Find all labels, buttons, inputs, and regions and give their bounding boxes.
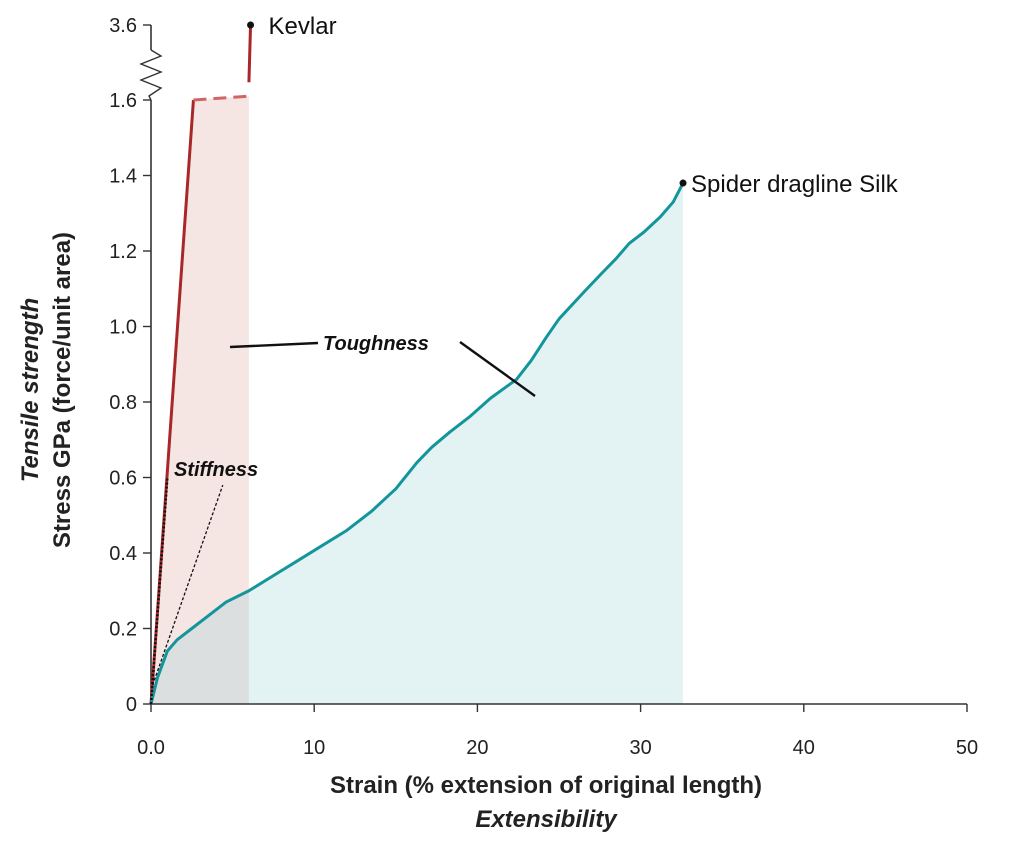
x-tick-label: 50 [956,737,978,759]
x-tick-label: 20 [466,737,488,759]
kevlar-dashed-line [193,94,250,102]
kevlar-endpoint [247,21,255,29]
y-tick-label: 0 [126,694,137,716]
x-tick-label: 30 [629,737,651,759]
stiffness-label: Stiffness [174,459,258,481]
y-axis-title: Stress GPa (force/unit area) [49,232,76,548]
y-tick-label: 1.2 [109,241,137,263]
y-axis-subtitle: Tensile strength [17,298,44,482]
kevlar-stiffness-tangent [149,477,169,705]
y-tick-label: 1.6 [109,90,137,112]
annotations: Kevlar Spider dragline Silk Toughness Stiff… [149,13,899,705]
tick-labels: 0 0.2 0.4 0.6 0.8 1.0 1.2 1.4 1.6 3.6 0.0 10 20 30 40 5… [109,15,978,759]
toughness-fill-areas [151,96,684,705]
toughness-pointer-right [459,341,536,397]
silk-line [149,182,685,705]
y-tick-label: 0.4 [109,543,137,565]
y-tick-label: 1.4 [109,166,137,188]
toughness-pointer-left [229,341,319,349]
x-tick-label: 0.0 [137,737,165,759]
y-tick-label: 0.2 [109,619,137,641]
y-tick-label: 0.6 [109,468,137,490]
axes [139,24,968,712]
kevlar-upper-line [247,24,253,83]
x-tick-label: 10 [303,737,325,759]
kevlar-label: Kevlar [269,13,337,40]
silk-label: Spider dragline Silk [691,171,899,198]
overlap-area [151,590,249,704]
toughness-label: Toughness [323,333,429,355]
y-tick-label: 0.8 [109,392,137,414]
y-axis-break [139,49,163,101]
x-axis-subtitle: Extensibility [475,806,618,833]
kevlar-toughness-area [151,96,249,704]
y-tick-label: 3.6 [109,15,137,37]
y-tick-label: 1.0 [109,317,137,339]
silk-toughness-area [151,183,684,705]
x-tick-label: 40 [793,737,815,759]
silk-endpoint [679,179,687,187]
silk-stiffness-tangent [152,484,224,686]
x-axis-title: Strain (% extension of original length) [330,772,762,799]
